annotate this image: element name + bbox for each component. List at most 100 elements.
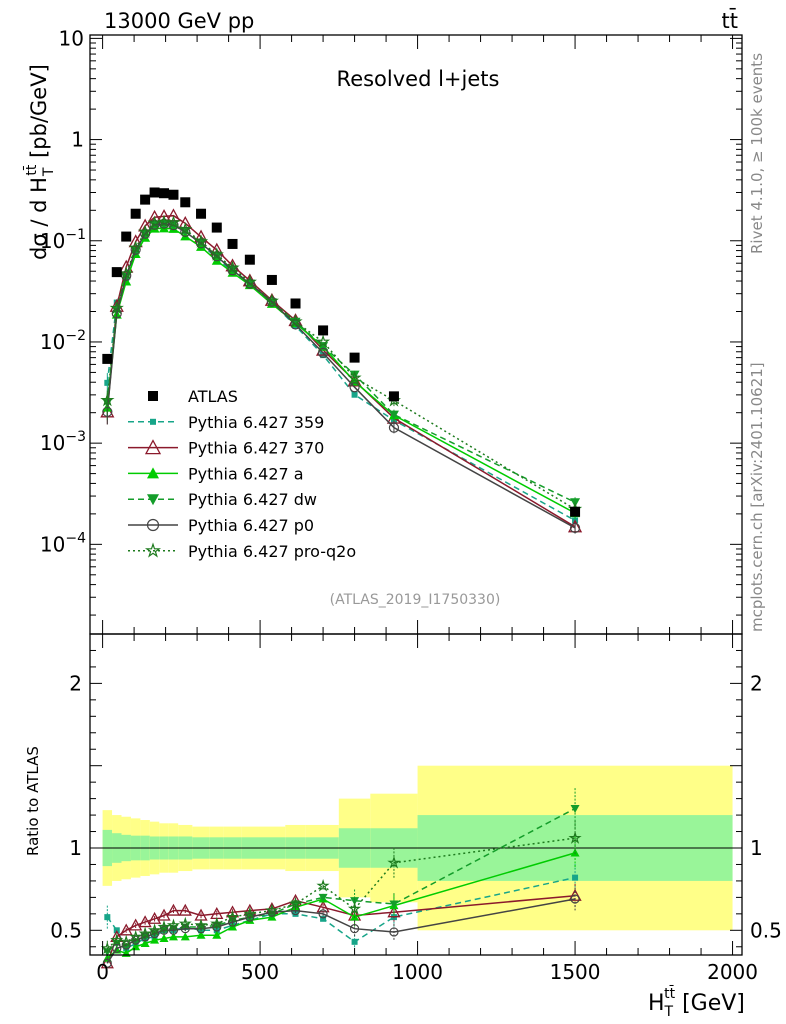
legend-label: Pythia 6.427 p0 bbox=[188, 516, 314, 535]
series-marker bbox=[347, 370, 362, 385]
series-marker bbox=[140, 938, 150, 947]
x-axis-label: HTtt̄ [GeV] bbox=[648, 984, 745, 1020]
series-marker bbox=[244, 254, 255, 265]
series-marker bbox=[389, 900, 399, 909]
series-marker bbox=[225, 905, 240, 918]
series-marker bbox=[140, 194, 151, 205]
process-label: tt̄ bbox=[722, 8, 738, 33]
series-marker bbox=[166, 215, 181, 229]
y-axis-label-main-sup: tt̄ bbox=[22, 164, 40, 175]
series-marker bbox=[150, 935, 160, 944]
series-marker bbox=[318, 325, 329, 336]
series-marker bbox=[209, 247, 224, 261]
series-marker bbox=[569, 522, 581, 534]
series-marker bbox=[159, 188, 170, 199]
series-marker bbox=[211, 222, 222, 233]
series-marker bbox=[102, 958, 112, 968]
series-marker bbox=[264, 293, 279, 307]
series-marker bbox=[387, 855, 401, 869]
y-axis-label-main-text: dσ / d H bbox=[27, 177, 51, 260]
legend-entry: Pythia 6.427 dw bbox=[128, 490, 317, 509]
series-marker bbox=[178, 221, 193, 236]
ratio-panel-marks bbox=[100, 788, 582, 969]
y-tick-label-exp: −2 bbox=[65, 328, 86, 344]
legend-entry: Pythia 6.427 p0 bbox=[128, 516, 314, 535]
series-marker bbox=[159, 934, 169, 943]
legend: ATLAS Pythia 6.427 359 Pythia 6.427 370 Pyt… bbox=[128, 387, 356, 561]
series-marker bbox=[351, 938, 358, 945]
series-marker bbox=[320, 915, 327, 922]
series-marker bbox=[225, 910, 240, 923]
y-tick-label-main: 10 bbox=[59, 26, 84, 50]
series-marker bbox=[196, 930, 206, 939]
series-marker bbox=[112, 943, 122, 954]
series-marker bbox=[180, 197, 191, 208]
series-marker bbox=[157, 908, 171, 921]
series-marker bbox=[147, 911, 162, 924]
y-tick-label-base: 10 bbox=[40, 431, 65, 455]
series-marker bbox=[129, 918, 143, 931]
y-tick-label-base: 10 bbox=[40, 532, 65, 556]
series-marker bbox=[102, 353, 113, 364]
series-marker bbox=[290, 298, 301, 309]
y-tick-label-exp: −4 bbox=[65, 530, 86, 546]
y-tick-label-main: 1 bbox=[71, 128, 84, 152]
series-marker bbox=[138, 915, 152, 928]
series-marker bbox=[121, 231, 132, 242]
series-marker bbox=[210, 916, 224, 930]
series-marker bbox=[266, 274, 277, 285]
series-marker bbox=[178, 916, 192, 930]
series-marker bbox=[194, 918, 208, 931]
axes-frames bbox=[89, 34, 743, 956]
x-axis-label-text: H bbox=[648, 991, 665, 1016]
atlas-data bbox=[102, 187, 581, 517]
y-axis-label-main-sub: T bbox=[41, 167, 57, 177]
series-marker bbox=[388, 391, 399, 402]
ratio-series-5 bbox=[100, 820, 582, 957]
legend-label: Pythia 6.427 pro-q2o bbox=[188, 542, 356, 561]
legend-entry: Pythia 6.427 359 bbox=[128, 413, 324, 432]
series-marker bbox=[166, 918, 180, 931]
y-tick-label-base: 10 bbox=[40, 229, 65, 253]
series-marker bbox=[288, 314, 303, 328]
y-tick-label-ratio-right: 0.5 bbox=[750, 918, 782, 942]
x-axis-label-unit: [GeV] bbox=[675, 991, 745, 1016]
series-marker bbox=[351, 391, 358, 398]
series-marker bbox=[128, 929, 143, 943]
series-marker bbox=[570, 804, 580, 813]
series-marker bbox=[104, 914, 111, 921]
main-series-line bbox=[106, 221, 576, 510]
ratio-frame bbox=[89, 633, 743, 956]
legend-entry: ATLAS bbox=[148, 387, 238, 406]
series-marker bbox=[244, 278, 255, 289]
series-marker bbox=[570, 894, 580, 904]
series-marker bbox=[389, 927, 399, 937]
y-tick-label-main: 10−2 bbox=[40, 328, 86, 354]
series-marker bbox=[227, 265, 238, 276]
series-marker bbox=[242, 274, 257, 289]
series-marker bbox=[119, 923, 133, 936]
series-marker bbox=[147, 467, 159, 479]
x-axis-label-sup: tt̄ bbox=[664, 984, 675, 1002]
series-marker bbox=[147, 923, 162, 937]
series-marker bbox=[195, 238, 207, 249]
series-marker bbox=[111, 267, 122, 278]
series-marker bbox=[265, 903, 279, 917]
series-marker bbox=[211, 251, 222, 262]
legend-label: ATLAS bbox=[188, 387, 238, 406]
y-tick-label-main: 10−3 bbox=[40, 429, 86, 455]
series-marker bbox=[180, 226, 191, 237]
series-marker bbox=[387, 905, 401, 918]
series-marker bbox=[119, 266, 134, 280]
series-marker bbox=[349, 382, 360, 393]
series-marker bbox=[168, 932, 178, 941]
series-marker bbox=[110, 933, 124, 946]
series-marker bbox=[196, 208, 207, 219]
series-marker bbox=[100, 941, 115, 955]
series-marker bbox=[138, 926, 152, 940]
legend-entry: Pythia 6.427 370 bbox=[128, 439, 324, 458]
series-marker bbox=[138, 224, 153, 238]
y-axis-label-main-unit: [pb/GeV] bbox=[27, 64, 51, 164]
series-marker bbox=[350, 897, 360, 906]
y-tick-label-exp: −3 bbox=[65, 429, 86, 445]
